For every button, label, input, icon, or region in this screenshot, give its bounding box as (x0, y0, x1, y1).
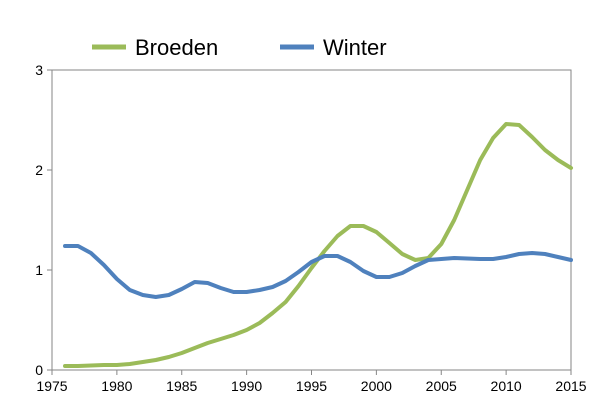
x-tick-label: 2005 (426, 378, 457, 394)
x-tick-label: 2000 (361, 378, 392, 394)
legend-label-broeden: Broeden (135, 35, 218, 60)
x-tick-label: 1975 (36, 378, 67, 394)
x-tick-label: 1995 (296, 378, 327, 394)
y-tick-label: 1 (35, 262, 43, 278)
series-line-winter (63, 244, 573, 299)
series-line-broeden (63, 122, 573, 368)
y-tick-label: 2 (35, 162, 43, 178)
plot-area-border (51, 69, 572, 371)
legend: Broeden Winter (92, 35, 387, 60)
x-tick-label: 2010 (491, 378, 522, 394)
x-tick-label: 1985 (166, 378, 197, 394)
axes: 0 1 2 3 1975 1980 1985 1990 1995 2000 2005 2010 2015 (35, 62, 587, 394)
y-tick-label: 0 (35, 362, 43, 378)
y-tick-label: 3 (35, 62, 43, 78)
x-tick-label: 1980 (101, 378, 132, 394)
legend-label-winter: Winter (323, 35, 387, 60)
series-group (63, 122, 573, 368)
x-tick-label: 1990 (231, 378, 262, 394)
x-tick-label: 2015 (555, 378, 586, 394)
